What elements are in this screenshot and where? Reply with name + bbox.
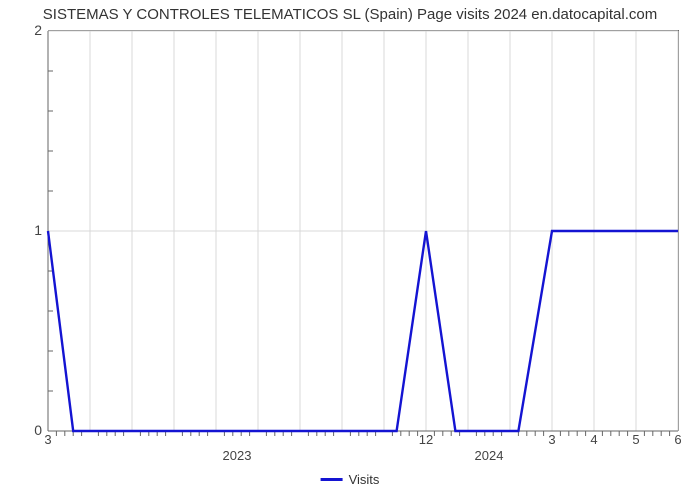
y-tick-label: 1	[34, 222, 42, 238]
x-tick-label: 6	[674, 432, 681, 447]
x-tick-label: 3	[548, 432, 555, 447]
y-tick-label: 2	[34, 22, 42, 38]
x-tick-label: 4	[590, 432, 597, 447]
chart-container: SISTEMAS Y CONTROLES TELEMATICOS SL (Spa…	[0, 0, 700, 500]
x-tick-label: 3	[44, 432, 51, 447]
plot-area	[48, 30, 679, 431]
legend-swatch	[321, 478, 343, 481]
legend-label: Visits	[349, 472, 380, 487]
x-tick-label: 12	[419, 432, 433, 447]
x-year-label: 2024	[475, 448, 504, 463]
y-tick-label: 0	[34, 422, 42, 438]
plot-svg	[48, 31, 678, 431]
visits-line	[48, 231, 678, 431]
chart-title: SISTEMAS Y CONTROLES TELEMATICOS SL (Spa…	[0, 0, 700, 25]
x-year-label: 2023	[223, 448, 252, 463]
legend: Visits	[321, 472, 380, 487]
x-tick-label: 5	[632, 432, 639, 447]
